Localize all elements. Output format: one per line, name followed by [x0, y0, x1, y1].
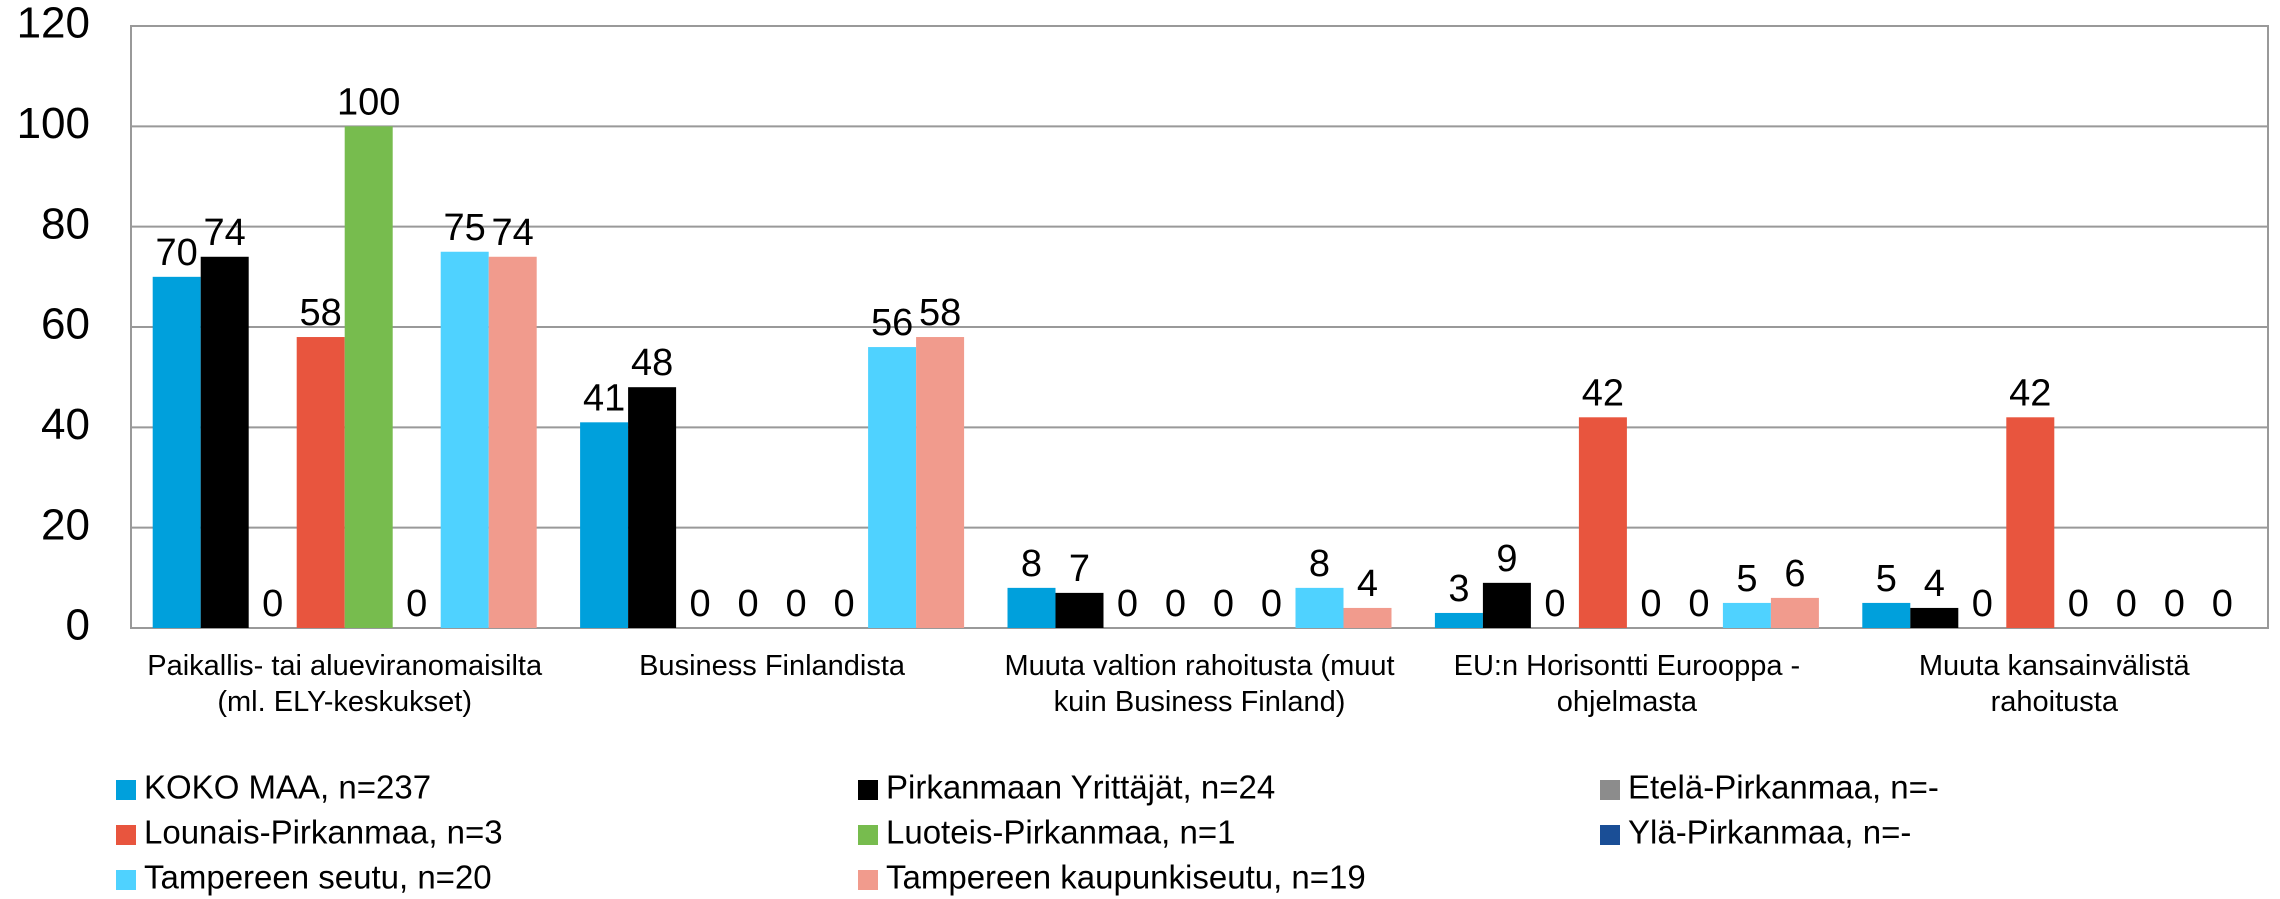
bar: [152, 276, 201, 628]
value-label: 3: [1448, 568, 1469, 610]
legend-label: Pirkanmaan Yrittäjät, n=24: [886, 769, 1275, 806]
legend-swatch: [1600, 825, 1620, 845]
y-tick-label: 100: [17, 99, 90, 148]
legend-label: Ylä-Pirkanmaa, n=-: [1628, 814, 1911, 851]
x-tick-label: Muuta valtion rahoitusta (muut kuin Busi…: [1004, 650, 1395, 718]
bar: [344, 126, 393, 628]
plot-frame: [130, 25, 2269, 629]
value-label: 6: [1784, 553, 1805, 595]
value-label: 4: [1924, 563, 1945, 605]
bar: [580, 422, 629, 628]
value-label: 0: [1972, 583, 1993, 625]
value-label: 58: [919, 292, 961, 334]
value-label: 0: [1117, 583, 1138, 625]
value-label: 56: [871, 302, 913, 344]
legend-label: Luoteis-Pirkanmaa, n=1: [886, 814, 1235, 851]
bar: [1343, 607, 1392, 628]
value-label: 0: [1640, 583, 1661, 625]
x-tick-label: Business Finlandista: [639, 650, 906, 682]
bar: [200, 256, 249, 628]
value-label: 0: [1544, 583, 1565, 625]
value-label: 42: [2009, 372, 2051, 414]
value-label: 5: [1876, 558, 1897, 600]
legend-swatch: [858, 870, 878, 890]
value-label: 0: [738, 583, 759, 625]
legend-label: KOKO MAA, n=237: [144, 769, 431, 806]
value-label: 5: [1736, 558, 1757, 600]
value-label: 0: [1213, 583, 1234, 625]
bar: [1434, 612, 1483, 628]
legend-swatch: [858, 780, 878, 800]
bar: [296, 337, 345, 628]
y-tick-label: 0: [66, 601, 90, 650]
bar: [1578, 417, 1627, 628]
value-label: 0: [1261, 583, 1282, 625]
bar: [1770, 597, 1819, 628]
value-label: 7: [1069, 548, 1090, 590]
value-label: 70: [156, 232, 198, 274]
value-label: 41: [583, 377, 625, 419]
value-label: 0: [2068, 583, 2089, 625]
value-label: 58: [300, 292, 342, 334]
value-label: 0: [2116, 583, 2137, 625]
y-tick-label: 60: [41, 300, 90, 349]
bar: [868, 347, 917, 628]
bar: [1862, 602, 1911, 628]
legend-label: Tampereen kaupunkiseutu, n=19: [886, 859, 1366, 896]
y-tick-label: 40: [41, 400, 90, 449]
value-label: 48: [631, 342, 673, 384]
bar: [1722, 602, 1771, 628]
legend-swatch: [116, 870, 136, 890]
legend-label: Lounais-Pirkanmaa, n=3: [144, 814, 503, 851]
legend-label: Tampereen seutu, n=20: [144, 859, 492, 896]
legend-swatch: [116, 780, 136, 800]
y-tick-label: 120: [17, 0, 90, 48]
value-label: 100: [337, 81, 400, 123]
bar: [916, 337, 965, 628]
x-tick-label: Muuta kansainvälistä rahoitusta: [1918, 650, 2190, 718]
y-tick-label: 80: [41, 199, 90, 248]
legend-swatch: [116, 825, 136, 845]
value-label: 0: [1165, 583, 1186, 625]
value-label: 0: [262, 583, 283, 625]
x-tick-label: Paikallis- tai alueviranomaisilta (ml. E…: [147, 650, 543, 718]
value-label: 4: [1357, 563, 1378, 605]
value-label: 8: [1309, 543, 1330, 585]
value-label: 0: [1688, 583, 1709, 625]
legend-label: Etelä-Pirkanmaa, n=-: [1628, 769, 1939, 806]
y-tick-label: 20: [41, 500, 90, 549]
bar: [1482, 582, 1531, 628]
value-label: 42: [1582, 372, 1624, 414]
bar: [628, 387, 677, 628]
value-label: 75: [444, 207, 486, 249]
value-label: 0: [690, 583, 711, 625]
bar: [1055, 592, 1104, 628]
value-label: 74: [492, 212, 534, 254]
legend-swatch: [858, 825, 878, 845]
value-label: 0: [786, 583, 807, 625]
value-label: 9: [1496, 538, 1517, 580]
x-tick-label: EU:n Horisontti Eurooppa -ohjelmasta: [1453, 650, 1801, 718]
value-label: 0: [406, 583, 427, 625]
legend-swatch: [1600, 780, 1620, 800]
value-label: 8: [1021, 543, 1042, 585]
bar: [2006, 417, 2055, 628]
bar: [1007, 587, 1056, 628]
value-label: 0: [834, 583, 855, 625]
value-label: 0: [2164, 583, 2185, 625]
value-label: 0: [2212, 583, 2233, 625]
value-label: 74: [204, 212, 246, 254]
bar: [1910, 607, 1959, 628]
bar: [1295, 587, 1344, 628]
bar: [440, 251, 489, 628]
bar: [488, 256, 537, 628]
